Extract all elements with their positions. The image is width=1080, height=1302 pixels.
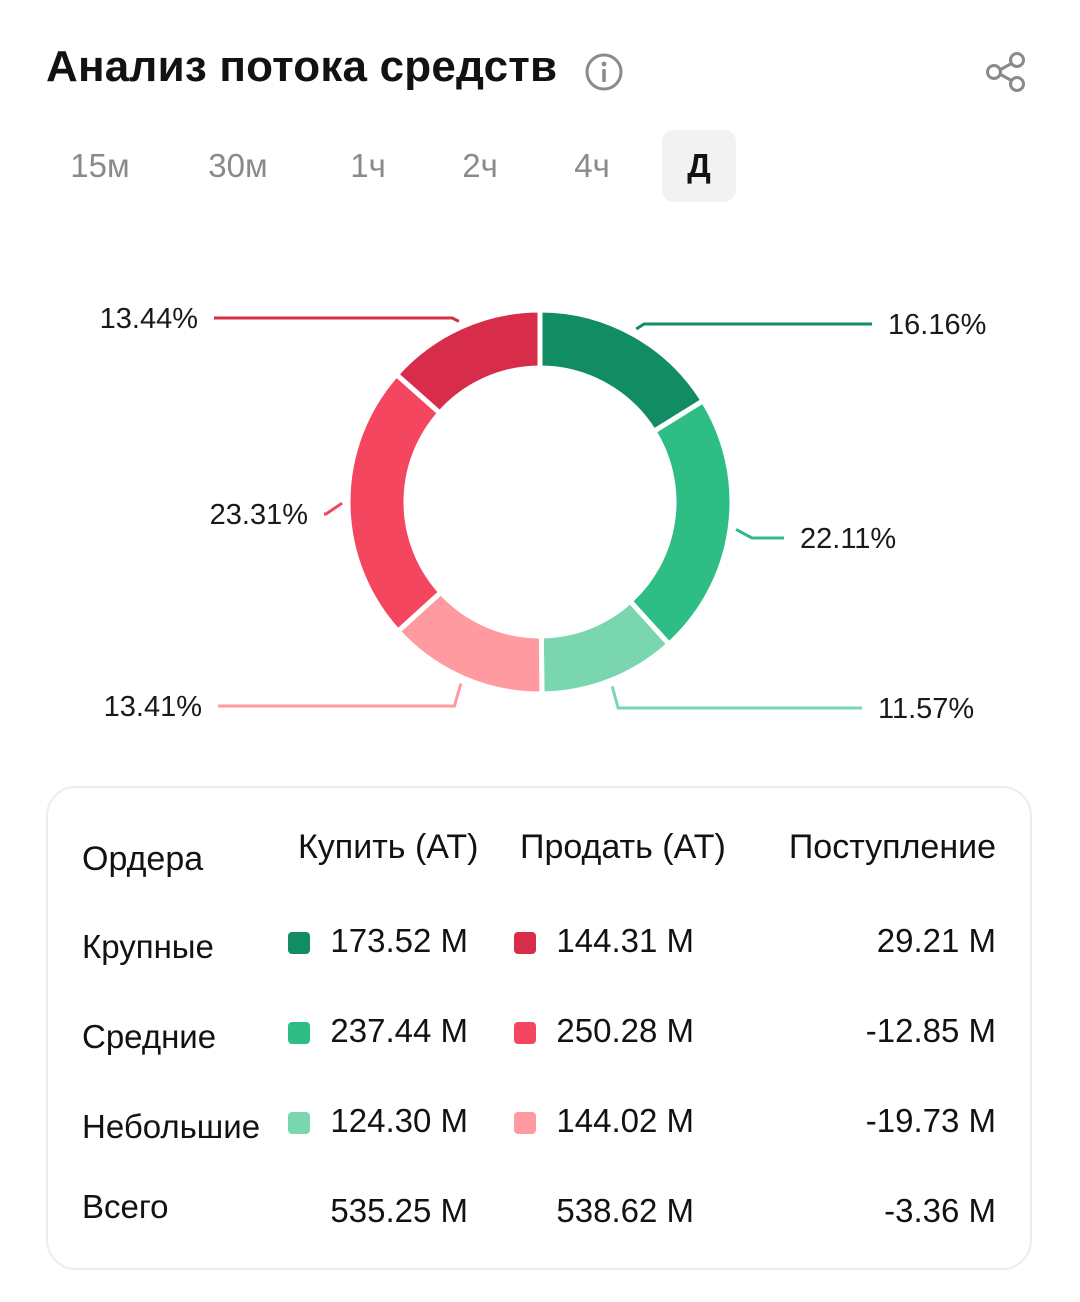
buy-value-large: 173.52 M [330,922,468,959]
sell-value-small: 144.02 M [556,1102,694,1139]
header-inflow: Поступление [788,828,996,866]
leader-line-5 [214,316,460,323]
slice-label-4: 23.31% [210,499,308,531]
donut-chart-svg: 16.16% 22.11% 11.57% 13.41% 23.31% 13.44% [100,303,987,725]
inflow-value-small: -19.73 M [865,1102,996,1139]
donut-slice-5[interactable] [392,307,543,417]
buy-color-swatch [288,1112,310,1134]
buy-value-total: 535.25 M [330,1192,468,1229]
donut-slice-4[interactable] [345,370,445,635]
sell-color-swatch [514,932,536,954]
slice-label-2: 11.57% [878,693,974,725]
tab-day[interactable]: Д [662,130,736,202]
row-label-medium: Средние [82,1018,217,1055]
header-buy: Купить (AT) [298,828,479,866]
slice-label-0: 16.16% [888,309,986,341]
row-label-total: Всего [82,1188,169,1225]
sell-value-medium: 250.28 M [556,1012,694,1049]
slice-label-3: 13.41% [104,691,202,723]
sell-value-large: 144.31 M [556,922,694,959]
share-icon[interactable] [984,50,1028,94]
slice-label-1: 22.11% [800,523,896,555]
donut-slice-1[interactable] [626,397,735,648]
buy-color-swatch [288,1022,310,1044]
row-label-small: Небольшие [82,1108,261,1145]
tab-4h[interactable]: 4ч [574,147,610,184]
leader-line-1 [735,528,784,540]
header-orders: Ордера [82,840,204,878]
page-title: Анализ потока средств [46,42,558,91]
sell-color-swatch [514,1022,536,1044]
buy-value-small: 124.30 M [330,1102,468,1139]
sell-color-swatch [514,1112,536,1134]
timeframe-tabs: 15м 30м 1ч 2ч 4ч Д [46,130,766,204]
buy-value-medium: 237.44 M [330,1012,468,1049]
tab-15m[interactable]: 15м [70,147,130,184]
info-icon[interactable] [584,52,624,92]
order-flow-table: Ордера Купить (AT) Продать (AT) Поступле… [46,786,1032,1270]
tab-30m[interactable]: 30м [208,147,268,184]
inflow-value-medium: -12.85 M [865,1012,996,1049]
donut-chart: 16.16% 22.11% 11.57% 13.41% 23.31% 13.44% [0,240,1080,760]
inflow-value-large: 29.21 M [876,922,996,959]
inflow-value-total: -3.36 M [884,1192,996,1229]
slice-label-5: 13.44% [100,303,198,335]
sell-value-total: 538.62 M [556,1192,694,1229]
row-label-large: Крупные [82,928,214,965]
buy-color-swatch [288,932,310,954]
header-sell: Продать (AT) [520,828,726,866]
leader-line-2 [610,685,862,710]
tab-1h[interactable]: 1ч [350,147,386,184]
header: Анализ потока средств [46,40,1036,100]
leader-line-0 [635,322,872,331]
tab-2h[interactable]: 2ч [462,147,498,184]
leader-line-3 [218,683,463,708]
leader-line-4 [324,501,343,516]
